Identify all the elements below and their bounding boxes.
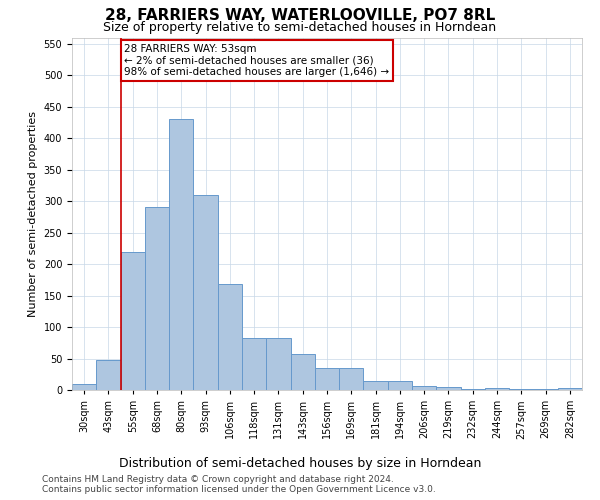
- Bar: [364, 380, 388, 390]
- Bar: [242, 338, 266, 390]
- Bar: [145, 208, 169, 390]
- Bar: [193, 195, 218, 390]
- Bar: [96, 360, 121, 390]
- Bar: [169, 120, 193, 390]
- Bar: [218, 284, 242, 390]
- Text: Distribution of semi-detached houses by size in Horndean: Distribution of semi-detached houses by …: [119, 458, 481, 470]
- Text: 28, FARRIERS WAY, WATERLOOVILLE, PO7 8RL: 28, FARRIERS WAY, WATERLOOVILLE, PO7 8RL: [105, 8, 495, 22]
- Bar: [290, 354, 315, 390]
- Text: Size of property relative to semi-detached houses in Horndean: Size of property relative to semi-detach…: [103, 21, 497, 34]
- Bar: [509, 388, 533, 390]
- Bar: [72, 384, 96, 390]
- Bar: [339, 368, 364, 390]
- Bar: [436, 387, 461, 390]
- Bar: [533, 388, 558, 390]
- Bar: [461, 388, 485, 390]
- Text: Contains HM Land Registry data © Crown copyright and database right 2024.: Contains HM Land Registry data © Crown c…: [42, 475, 394, 484]
- Bar: [412, 386, 436, 390]
- Bar: [388, 380, 412, 390]
- Bar: [558, 388, 582, 390]
- Bar: [266, 338, 290, 390]
- Text: 28 FARRIERS WAY: 53sqm
← 2% of semi-detached houses are smaller (36)
98% of semi: 28 FARRIERS WAY: 53sqm ← 2% of semi-deta…: [124, 44, 389, 77]
- Text: Contains public sector information licensed under the Open Government Licence v3: Contains public sector information licen…: [42, 485, 436, 494]
- Bar: [121, 252, 145, 390]
- Bar: [315, 368, 339, 390]
- Bar: [485, 388, 509, 390]
- Y-axis label: Number of semi-detached properties: Number of semi-detached properties: [28, 111, 38, 317]
